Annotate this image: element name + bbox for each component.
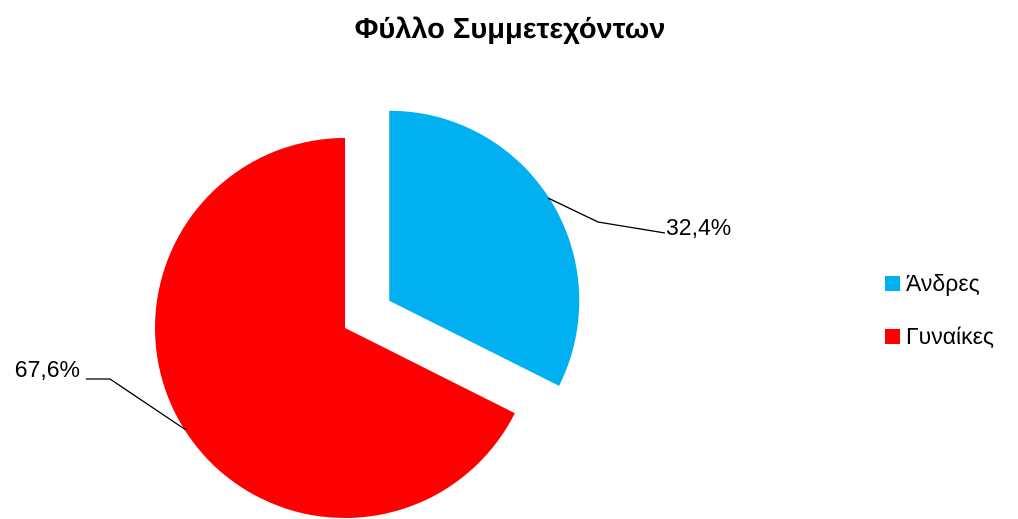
legend-label-1: Άνδρες — [906, 270, 980, 296]
data-label-1: 32,4% — [666, 214, 731, 240]
pie-slices — [155, 110, 580, 518]
data-labels: 32,4% 67,6% — [15, 214, 731, 382]
legend: Άνδρες Γυναίκες — [885, 270, 994, 349]
label-leader-lines — [86, 197, 666, 431]
legend-swatch-2 — [885, 329, 900, 344]
pie-slice-1 — [389, 110, 580, 386]
legend-label-2: Γυναίκες — [906, 323, 994, 349]
pie-slice-2 — [155, 138, 515, 518]
data-label-2: 67,6% — [15, 356, 80, 382]
leader-line-2 — [86, 378, 187, 431]
leader-line-1 — [547, 197, 666, 234]
legend-swatch-1 — [885, 276, 900, 291]
chart-title: Φύλλο Συμμετεχόντων — [355, 13, 666, 45]
